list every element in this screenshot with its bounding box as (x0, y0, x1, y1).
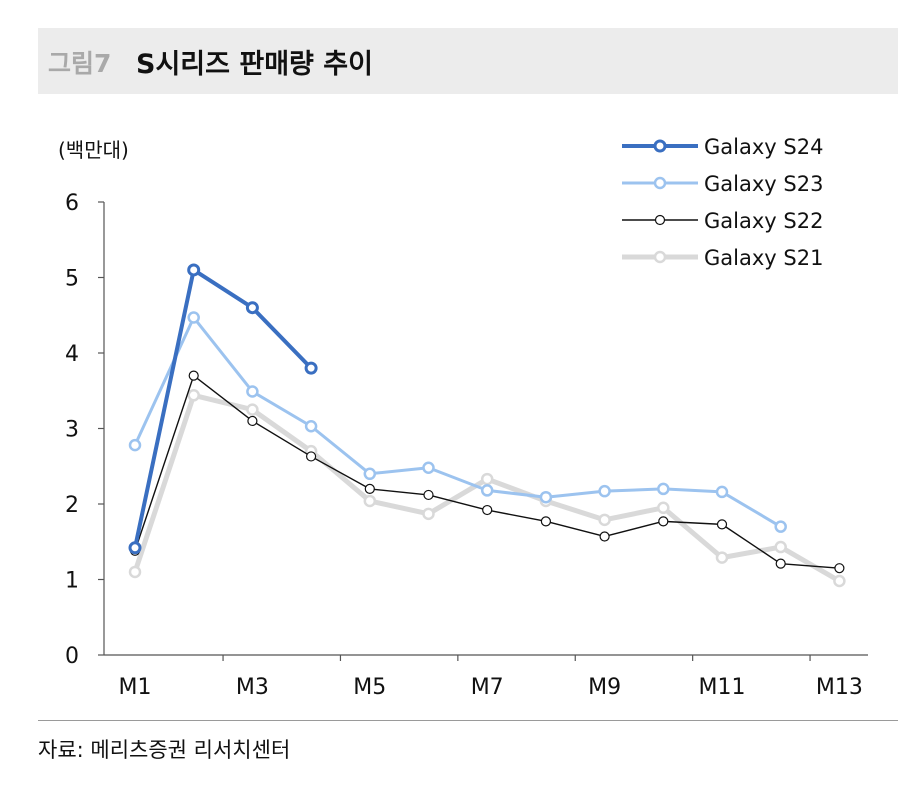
data-point (128, 565, 142, 579)
data-point (658, 516, 669, 527)
data-point (480, 484, 494, 497)
data-point (540, 516, 552, 527)
chart-series (128, 263, 846, 588)
legend-swatch-marker (653, 139, 667, 153)
data-point (657, 482, 670, 496)
data-point (247, 415, 258, 427)
data-point (246, 385, 259, 398)
data-point (422, 507, 435, 521)
data-point (598, 513, 611, 527)
data-point (304, 361, 318, 375)
data-point (599, 531, 610, 542)
data-point (304, 419, 318, 433)
data-point (716, 519, 728, 530)
data-point (774, 540, 787, 554)
data-point (187, 389, 200, 402)
data-point (187, 263, 201, 277)
legend-label: Galaxy S24 (704, 135, 823, 159)
data-point (774, 520, 787, 533)
data-point (363, 494, 377, 508)
y-tick-label: 2 (65, 493, 79, 518)
figure-title: S시리즈 판매량 추이 (136, 49, 373, 80)
data-point (306, 451, 317, 462)
data-point (482, 504, 493, 516)
x-tick-label: M1 (119, 675, 152, 700)
chart-axes: 0 1 2 3 4 5 6 M1 M3 M5 M7 M9 M11 M13 (65, 191, 868, 700)
data-point (775, 558, 786, 569)
data-point (715, 551, 729, 564)
data-point (598, 484, 611, 498)
x-tick-label: M3 (236, 675, 269, 700)
data-point (715, 485, 729, 499)
data-point (187, 311, 200, 324)
chart-legend: Galaxy S24 Galaxy S23 Galaxy S22 Galaxy S21 (622, 135, 823, 270)
x-tick-label: M13 (816, 675, 863, 700)
legend-label: Galaxy S23 (704, 172, 823, 196)
source-note: 자료: 메리츠증권 리서치센터 (38, 738, 291, 762)
y-tick-label: 4 (65, 342, 79, 367)
x-tick-label: M9 (588, 675, 621, 700)
data-point (128, 438, 142, 452)
data-point (833, 574, 846, 588)
data-point (657, 501, 670, 515)
data-point (128, 541, 142, 555)
data-point (834, 563, 845, 574)
data-point (363, 467, 377, 481)
y-tick-label: 0 (65, 644, 79, 669)
legend-swatch-marker (654, 214, 666, 226)
y-tick-label: 1 (65, 569, 79, 594)
data-point (188, 370, 199, 381)
data-point (245, 301, 259, 315)
data-point (246, 403, 259, 416)
footer-divider (38, 720, 898, 721)
legend-label: Galaxy S21 (704, 246, 823, 270)
legend-label: Galaxy S22 (704, 209, 823, 233)
figure-number: 그림7 (48, 49, 112, 78)
data-point (364, 483, 375, 494)
y-tick-label: 6 (65, 191, 79, 216)
data-point (480, 472, 494, 486)
x-tick-label: M7 (471, 675, 504, 700)
x-tick-label: M5 (353, 675, 386, 700)
series-line (133, 267, 313, 549)
legend-swatch-marker (653, 250, 667, 264)
data-point (422, 461, 435, 475)
series-line (133, 316, 782, 528)
x-tick-label: M11 (699, 675, 746, 700)
y-tick-label: 3 (65, 418, 79, 443)
data-point (423, 489, 434, 501)
y-axis-unit-label: (백만대) (58, 138, 129, 162)
legend-swatch-marker (653, 176, 667, 190)
data-point (539, 490, 553, 504)
y-tick-label: 5 (65, 267, 79, 292)
figure-header: 그림7 S시리즈 판매량 추이 (38, 28, 898, 94)
